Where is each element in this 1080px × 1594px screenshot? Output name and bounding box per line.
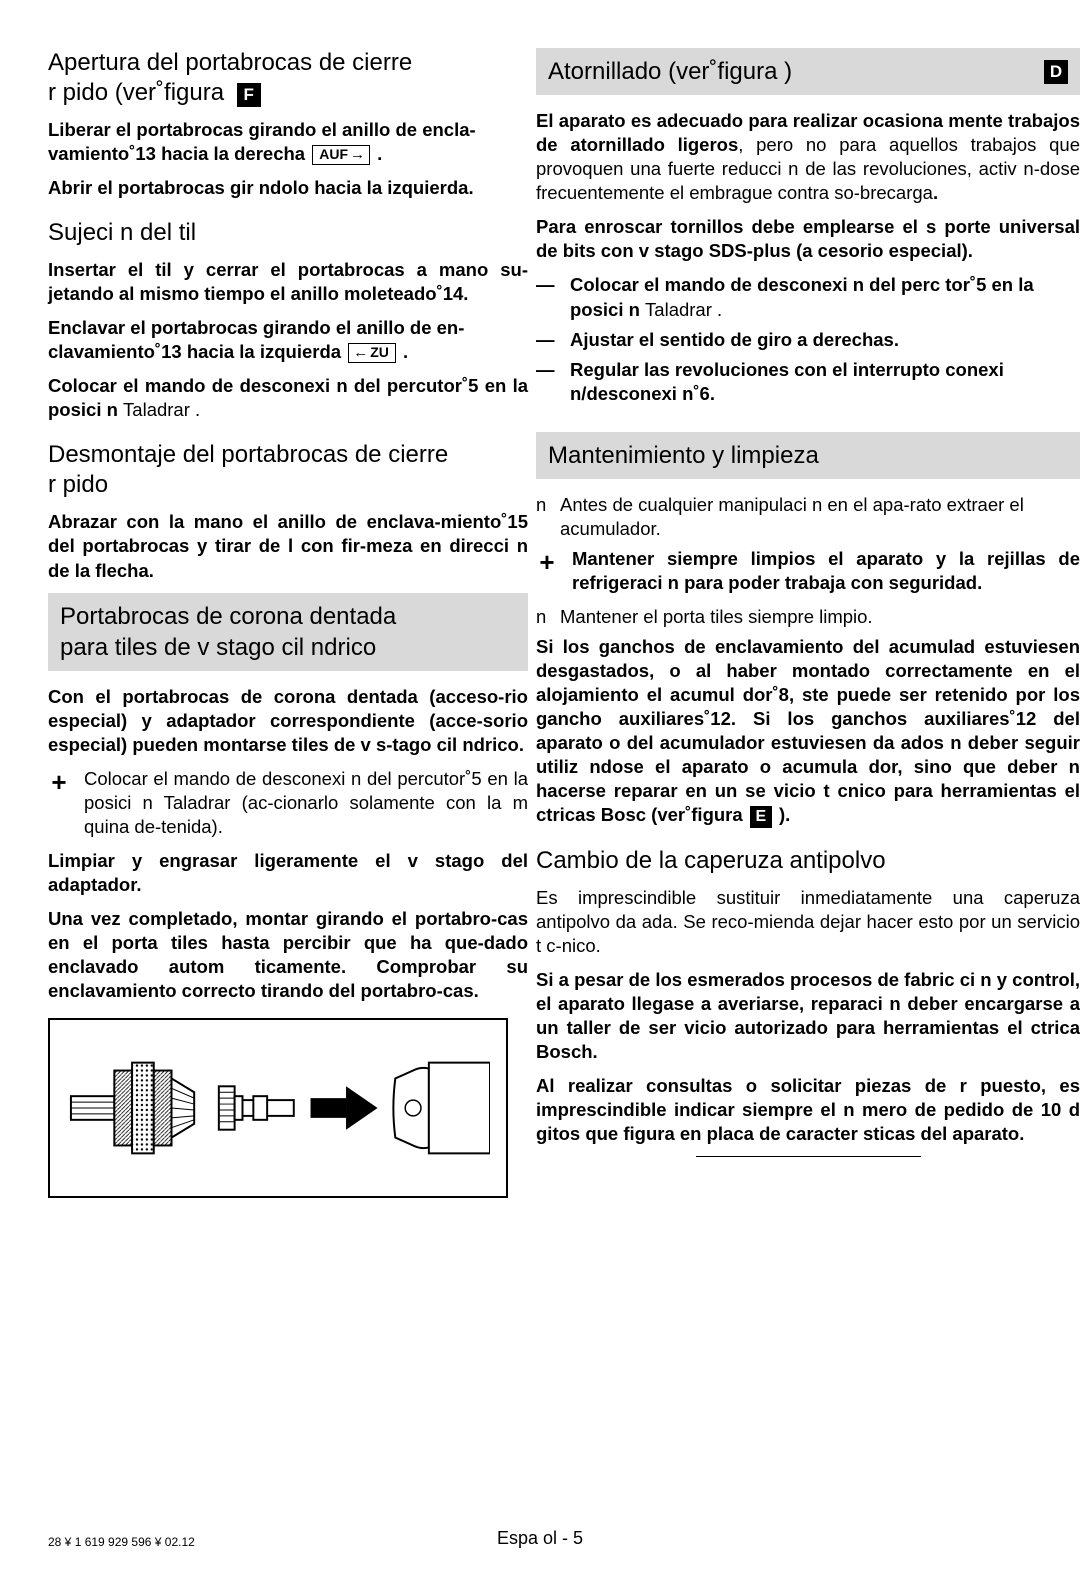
text: Enclavar el portabrocas girando el anill… [48, 317, 464, 338]
para-insertar: Insertar el til y cerrar el portabrocas … [48, 258, 528, 306]
heading-line1: Apertura del portabrocas de cierre [48, 49, 412, 76]
para-liberar: Liberar el portabrocas girando el anillo… [48, 118, 528, 166]
text: clavamiento˚13 hacia la izquierda [48, 341, 341, 362]
figure-ref-f: F [237, 83, 261, 107]
para-ganchos: Si los ganchos de enclavamiento del acum… [536, 635, 1080, 827]
para-colocar: Colocar el mando de desconexi n del perc… [48, 374, 528, 422]
dash-icon: — [536, 358, 560, 406]
left-column: Apertura del portabrocas de cierre r pid… [48, 48, 528, 1198]
note-text: Colocar el mando de desconexi n del perc… [84, 767, 528, 839]
chuck-svg [66, 1038, 490, 1178]
footer-rule [696, 1156, 921, 1157]
text: ). [779, 804, 790, 825]
zu-indicator: ZU [348, 343, 396, 363]
text: . [933, 182, 938, 203]
text: Portabrocas de corona dentada [60, 603, 396, 630]
heading-sujecion: Sujeci n del til [48, 218, 528, 248]
para-limpiar: Limpiar y engrasar ligeramente el v stag… [48, 849, 528, 897]
bullet-icon: n [536, 493, 550, 541]
figure-ref-e: E [750, 806, 772, 828]
bullet-antes: n Antes de cualquier manipulaci n en el … [536, 493, 1080, 541]
text: Colocar el mando de desconexi n del perc… [48, 375, 468, 396]
dash-colocar: — Colocar el mando de desconexi n del pe… [536, 273, 1080, 321]
footer-pagenum: Espa ol - 5 [0, 1528, 1080, 1549]
text: Si los ganchos de enclavamiento del acum… [536, 636, 1080, 825]
bullet-icon: n [536, 605, 550, 629]
para-realizar: Al realizar consultas o solicitar piezas… [536, 1074, 1080, 1146]
text: Colocar el mando de desconexi n del perc… [570, 274, 976, 295]
section-mantenimiento: Mantenimiento y limpieza [536, 432, 1080, 479]
auf-indicator: AUF [312, 145, 370, 165]
text: . [377, 143, 382, 164]
text: . [403, 341, 408, 362]
plus-icon: + [536, 547, 558, 595]
dash-icon: — [536, 273, 560, 321]
heading-desmontaje: Desmontaje del portabrocas de cierre r p… [48, 440, 528, 500]
dash-text: Regular las revoluciones con el interrup… [570, 358, 1080, 406]
para-abrazar: Abrazar con la mano el anillo de enclava… [48, 510, 528, 582]
bullet-porta: n Mantener el porta tiles siempre limpio… [536, 605, 1080, 629]
para-enroscar: Para enroscar tornillos debe emplearse e… [536, 215, 1080, 263]
right-column: Atornillado (ver˚figura ) D El aparato e… [536, 48, 1080, 1198]
bullet-text: Mantener el porta tiles siempre limpio. [560, 605, 873, 629]
text: Liberar el portabrocas girando el anillo… [48, 119, 476, 140]
note-mantener: + Mantener siempre limpios el aparato y … [536, 547, 1080, 595]
para-enclavar: Enclavar el portabrocas girando el anill… [48, 316, 528, 364]
heading-cambio: Cambio de la caperuza antipolvo [536, 846, 1080, 876]
text: , pero no [738, 134, 839, 155]
text: Desmontaje del portabrocas de cierre [48, 441, 448, 468]
heading-line2: r pido (ver˚figura [48, 79, 224, 106]
bullet-text: Antes de cualquier manipulaci n en el ap… [560, 493, 1080, 541]
text: Taladrar . [123, 399, 200, 420]
text: r pido [48, 471, 108, 498]
text: Taladrar . [645, 299, 722, 320]
text: 5 [976, 274, 986, 295]
dash-text: Colocar el mando de desconexi n del perc… [570, 273, 1080, 321]
section-portabrocas: Portabrocas de corona dentada para tiles… [48, 593, 528, 671]
chuck-diagram [48, 1018, 508, 1198]
text: vamiento˚13 hacia la derecha [48, 143, 305, 164]
para-pesar: Si a pesar de los esmerados procesos de … [536, 968, 1080, 1064]
para-imprescindible: Es imprescindible sustituir inmediatamen… [536, 886, 1080, 958]
para-aparato: El aparato es adecuado para realizar oca… [536, 109, 1080, 205]
heading-apertura: Apertura del portabrocas de cierre r pid… [48, 48, 528, 108]
dash-icon: — [536, 328, 560, 352]
dash-regular: — Regular las revoluciones con el interr… [536, 358, 1080, 406]
figure-ref-d: D [1044, 60, 1068, 84]
plus-icon: + [48, 767, 70, 839]
dash-ajustar: — Ajustar el sentido de giro a derechas. [536, 328, 1080, 352]
para-una-vez: Una vez completado, montar girando el po… [48, 907, 528, 1003]
note-colocar: + Colocar el mando de desconexi n del pe… [48, 767, 528, 839]
dash-text: Ajustar el sentido de giro a derechas. [570, 328, 899, 352]
note-text: Mantener siempre limpios el aparato y la… [572, 547, 1080, 595]
text: 5 [468, 375, 478, 396]
text: Atornillado (ver˚figura ) [548, 56, 792, 87]
para-con-porta: Con el portabrocas de corona dentada (ac… [48, 685, 528, 757]
text: para tiles de v stago cil ndrico [60, 634, 376, 661]
page-columns: Apertura del portabrocas de cierre r pid… [48, 48, 1080, 1198]
section-atornillado: Atornillado (ver˚figura ) D [536, 48, 1080, 95]
para-abrir: Abrir el portabrocas gir ndolo hacia la … [48, 176, 528, 200]
